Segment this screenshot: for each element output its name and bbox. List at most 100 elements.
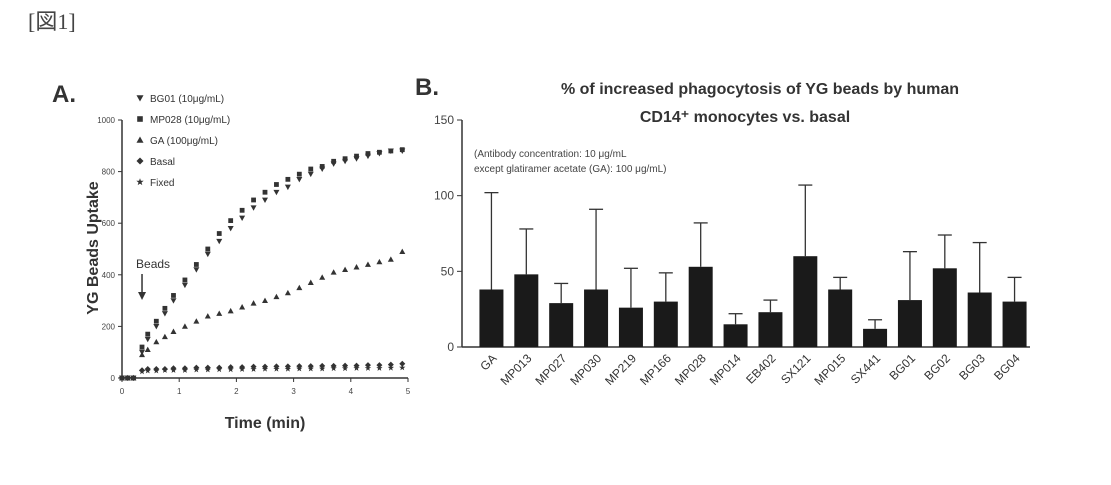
panel-a-legend-marker: [137, 137, 144, 143]
panel-b-bar: [619, 308, 643, 347]
panel-a-data-point: [182, 283, 188, 288]
panel-a-data-point: [170, 329, 176, 334]
panel-a-data-point: [262, 198, 268, 203]
panel-a-annotation-arrow-head: [138, 292, 146, 300]
panel-b-bar: [793, 256, 817, 347]
panel-b-category-label: EB402: [743, 351, 779, 387]
panel-a-data-point: [193, 318, 199, 323]
panel-a-data-point: [216, 311, 222, 316]
panel-a-x-tick-label: 1: [177, 387, 182, 396]
panel-a-data-point: [285, 177, 290, 182]
panel-b-category-label: BG02: [921, 351, 953, 383]
panel-b-category-label: BG04: [991, 351, 1023, 383]
panel-b-bar: [968, 293, 992, 347]
panel-a-x-tick-label: 5: [406, 387, 411, 396]
panel-a-data-point: [240, 208, 245, 213]
panel-b-y-tick-label: 50: [441, 264, 455, 278]
panel-a-annotation: Beads: [136, 257, 170, 300]
panel-b-category-label: MP030: [567, 351, 604, 388]
panel-b-bar: [863, 329, 887, 347]
panel-a-axes: 02004006008001000012345: [97, 116, 411, 396]
panel-a-data-point: [239, 304, 245, 309]
panel-a-data-point: [399, 364, 405, 370]
panel-a-data-point: [205, 247, 210, 252]
panel-a-data-point: [216, 239, 222, 244]
panel-b-bars: GAMP013MP027MP030MP219MP166MP028MP014EB4…: [477, 185, 1026, 388]
panel-b-title-line-1: % of increased phagocytosis of YG beads …: [561, 81, 959, 98]
panel-a-y-tick-label: 800: [102, 168, 116, 177]
panel-b-bar: [898, 300, 922, 347]
panel-a-data-point: [251, 300, 257, 305]
panel-a-data-point: [296, 285, 302, 290]
panel-a-annotation-text: Beads: [136, 257, 170, 271]
panel-a-x-tick-label: 0: [120, 387, 125, 396]
panel-a-x-tick-label: 2: [234, 387, 239, 396]
panel-b-bar: [654, 302, 678, 347]
panel-a-data-point: [182, 323, 188, 328]
panel-a-x-tick-label: 3: [291, 387, 296, 396]
panel-b-category-label: MP027: [533, 351, 570, 388]
panel-b-label: B.: [415, 74, 439, 101]
panel-a-data-point: [320, 164, 325, 169]
panel-a-data-point: [183, 278, 188, 283]
panel-a-data-point: [205, 313, 211, 318]
panel-a-data-point: [162, 367, 168, 373]
panel-a-data-point: [308, 167, 313, 172]
panel-a-data-point: [217, 231, 222, 236]
panel-b-bar: [758, 312, 782, 347]
panel-b-category-label: SX121: [778, 351, 814, 387]
panel-a-data-point: [170, 298, 176, 303]
panel-a-data-point: [153, 339, 159, 344]
panel-a-y-tick-label: 400: [102, 271, 116, 280]
panel-a-legend-label: Fixed: [150, 178, 174, 189]
panel-b-bar: [724, 324, 748, 347]
panel-a-data-point: [239, 216, 245, 221]
panel-a-data-point: [365, 261, 371, 266]
panel-a-data-point: [263, 190, 268, 195]
panel-b-category-label: MP014: [707, 351, 744, 388]
panel-b-category-label: BG01: [886, 351, 918, 383]
panel-a-data-point: [331, 159, 336, 164]
panel-a-data-point: [388, 256, 394, 261]
panel-a-data-point: [228, 218, 233, 223]
panel-a-data-point: [308, 172, 314, 177]
panel-b-chart: B. % of increased phagocytosis of YG bea…: [415, 74, 1030, 388]
panel-a-data-point: [140, 345, 145, 350]
panel-a-legend-marker: [136, 178, 143, 185]
panel-b-y-tick-label: 100: [434, 189, 454, 203]
panel-b-bar: [933, 268, 957, 347]
panel-a-data-point: [399, 249, 405, 254]
panel-a-x-tick-label: 4: [349, 387, 354, 396]
panel-a-data-point: [376, 259, 382, 264]
panel-b-bar: [514, 274, 538, 347]
panel-a-x-axis-label: Time (min): [225, 415, 306, 432]
panel-a-data-point: [388, 149, 393, 154]
panel-b-bar: [549, 303, 573, 347]
panel-a-y-tick-label: 0: [111, 374, 116, 383]
panel-a-data-point: [285, 185, 291, 190]
panel-a-data-point: [285, 290, 291, 295]
panel-a-y-tick-label: 200: [102, 322, 116, 331]
panel-b-annotation-line-2: except glatiramer acetate (GA): 100 μg/m…: [474, 164, 667, 175]
panel-a-data-point: [228, 226, 234, 231]
panel-a-data-point: [400, 147, 405, 152]
panel-a-legend-label: MP028 (10μg/mL): [150, 115, 230, 126]
panel-a-data-point: [194, 262, 199, 267]
panel-a-data-point: [262, 298, 268, 303]
panel-a-data-point: [251, 198, 256, 203]
panel-a-data-point: [153, 324, 159, 329]
panel-a-data-point: [377, 150, 382, 155]
panel-a-legend-marker: [137, 116, 143, 122]
panel-a-data-point: [273, 294, 279, 299]
panel-b-annotation-line-1: (Antibody concentration: 10 μg/mL: [474, 149, 627, 160]
panel-a-data-point: [139, 352, 145, 357]
panel-b-bar: [1003, 302, 1027, 347]
panel-a-data-point: [145, 347, 151, 352]
panel-a-legend-label: BG01 (10μg/mL): [150, 94, 224, 105]
panel-b-y-tick-label: 0: [447, 340, 454, 354]
panel-a-data-point: [145, 337, 151, 342]
panel-a-data-point: [228, 308, 234, 313]
panel-a-data-point: [319, 274, 325, 279]
panel-b-y-tick-label: 150: [434, 113, 454, 127]
